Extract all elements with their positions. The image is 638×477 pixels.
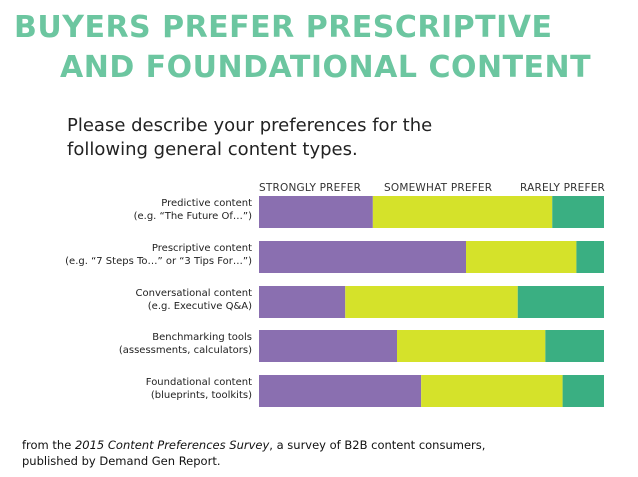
bar-segment-somewhat bbox=[372, 196, 553, 228]
footer-survey-name: 2015 Content Preferences Survey bbox=[74, 438, 270, 452]
bar-segment-rarely bbox=[576, 241, 604, 273]
category-sublabel: (e.g. “The Future Of…”) bbox=[134, 211, 252, 222]
bar-segment-strongly bbox=[259, 286, 346, 318]
bar-segment-strongly bbox=[259, 196, 373, 228]
category-label: Prescriptive content bbox=[152, 243, 252, 254]
category-label: Predictive content bbox=[161, 198, 252, 209]
footer-line-1: from the 2015 Content Preferences Survey… bbox=[22, 437, 485, 453]
bar-segment-strongly bbox=[259, 241, 466, 273]
category-label: Foundational content bbox=[146, 377, 252, 388]
bar-segment-strongly bbox=[259, 375, 422, 407]
title-line-1: BUYERS PREFER PRESCRIPTIVE bbox=[14, 10, 553, 45]
question-line-2: following general content types. bbox=[67, 139, 358, 160]
legend-strongly-prefer: STRONGLY PREFER bbox=[259, 182, 362, 194]
category-label: Conversational content bbox=[136, 288, 253, 299]
bar-segment-somewhat bbox=[466, 241, 577, 273]
bar-segment-rarely bbox=[552, 196, 604, 228]
footer-suffix: , a survey of B2B content consumers, bbox=[269, 438, 486, 452]
category-sublabel: (blueprints, toolkits) bbox=[151, 390, 252, 401]
title-line-2: AND FOUNDATIONAL CONTENT bbox=[60, 50, 592, 85]
category-label: Benchmarking tools bbox=[152, 332, 252, 343]
category-sublabel: (e.g. “7 Steps To…” or “3 Tips For…”) bbox=[65, 256, 252, 267]
legend-rarely-prefer: RARELY PREFER bbox=[520, 182, 606, 194]
bar-segment-rarely bbox=[562, 375, 604, 407]
category-sublabel: (assessments, calculators) bbox=[119, 345, 252, 356]
footer-prefix: from the bbox=[22, 438, 75, 452]
bar-segment-strongly bbox=[259, 330, 397, 362]
bar-segment-somewhat bbox=[397, 330, 546, 362]
bar-segment-somewhat bbox=[421, 375, 563, 407]
question-line-1: Please describe your preferences for the bbox=[67, 115, 433, 136]
bar-segment-rarely bbox=[545, 330, 604, 362]
category-sublabel: (e.g. Executive Q&A) bbox=[148, 301, 252, 312]
bar-segment-rarely bbox=[517, 286, 604, 318]
legend-somewhat-prefer: SOMEWHAT PREFER bbox=[384, 182, 493, 194]
bar-segment-somewhat bbox=[345, 286, 518, 318]
footer-line-2: published by Demand Gen Report. bbox=[22, 454, 221, 468]
